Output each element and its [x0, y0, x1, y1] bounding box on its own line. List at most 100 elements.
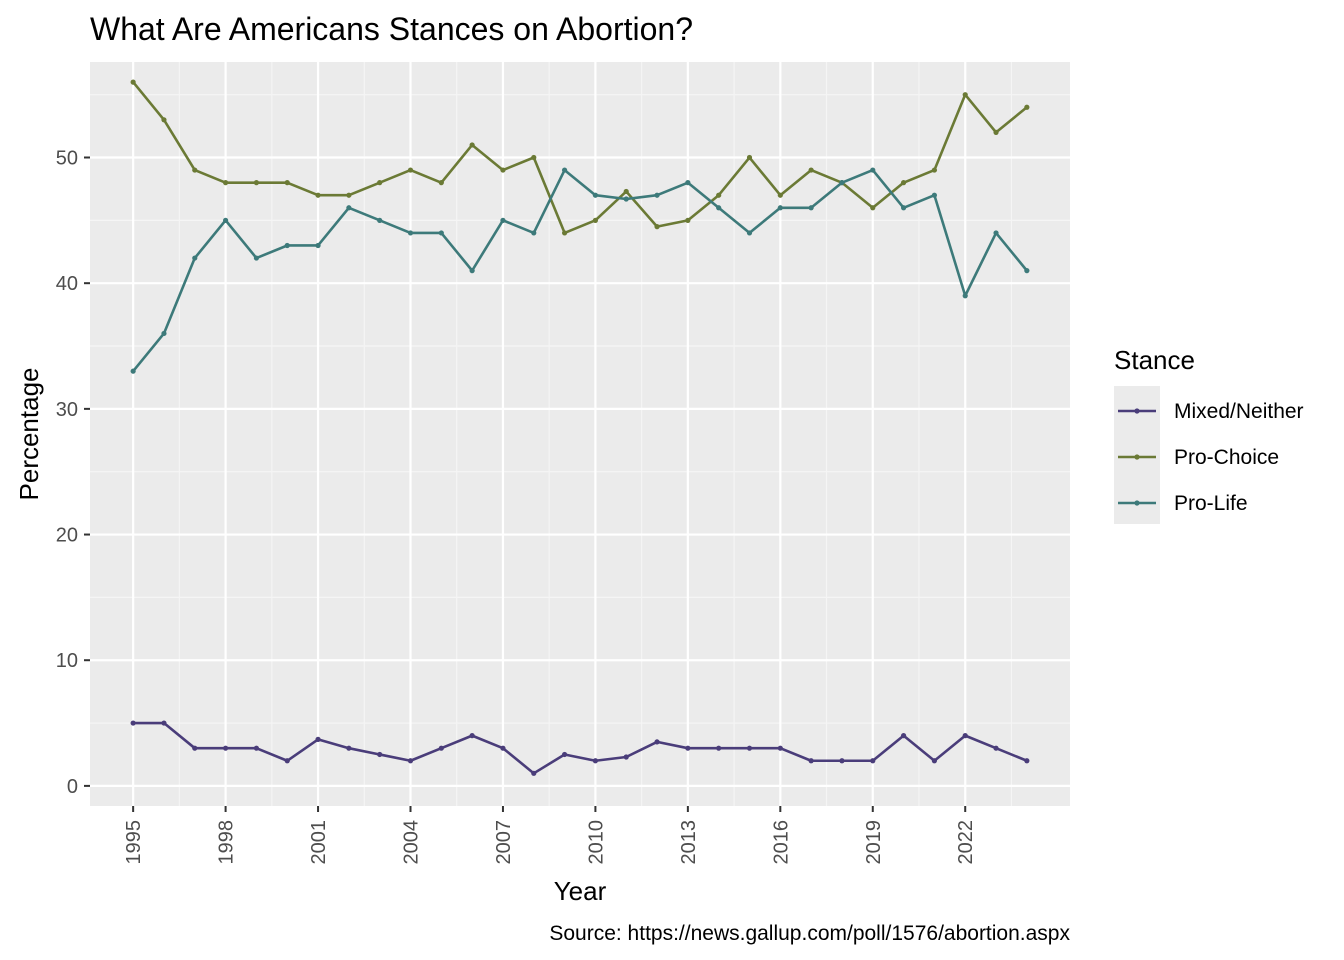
- data-point-pro-life: [253, 255, 260, 261]
- data-point-pro-life: [623, 196, 629, 202]
- data-point-mixed-neither: [500, 745, 506, 751]
- data-point-pro-choice: [284, 180, 290, 186]
- data-point-pro-life: [192, 255, 198, 261]
- data-point-pro-life: [685, 180, 691, 186]
- x-tick-label: 2013: [678, 820, 700, 865]
- data-point-pro-choice: [931, 167, 938, 173]
- data-point-mixed-neither: [1024, 758, 1030, 764]
- data-point-pro-life: [716, 205, 722, 211]
- data-point-pro-life: [500, 217, 506, 223]
- data-point-mixed-neither: [839, 758, 845, 764]
- data-point-mixed-neither: [993, 745, 999, 751]
- data-point-mixed-neither: [531, 770, 537, 776]
- data-point-mixed-neither: [931, 758, 938, 764]
- series-layer: [130, 79, 1030, 776]
- data-point-pro-life: [531, 230, 537, 236]
- data-point-pro-life: [377, 217, 383, 223]
- data-point-pro-life: [130, 368, 136, 374]
- data-point-pro-life: [315, 242, 321, 249]
- data-point-mixed-neither: [253, 745, 260, 751]
- data-point-mixed-neither: [685, 745, 691, 751]
- data-point-pro-choice: [407, 167, 414, 173]
- data-point-pro-choice: [900, 180, 907, 186]
- data-point-pro-choice: [531, 154, 537, 161]
- data-point-pro-life: [900, 205, 907, 211]
- data-point-pro-choice: [623, 188, 629, 195]
- legend-key-point-pro-life: [1134, 500, 1140, 506]
- chart-title: What Are Americans Stances on Abortion?: [90, 11, 693, 47]
- data-point-pro-life: [222, 217, 229, 223]
- data-point-pro-life: [808, 205, 814, 211]
- data-point-mixed-neither: [870, 758, 876, 764]
- x-tick-label: 2016: [770, 820, 792, 865]
- x-tick-label: 1998: [216, 820, 238, 865]
- source-caption: Source: https://news.gallup.com/poll/157…: [549, 922, 1070, 945]
- data-point-pro-choice: [469, 142, 475, 148]
- x-axis-ticks: 1995 1998 2001 2004 2007 2010 2013 2016 2019 2022: [123, 806, 977, 865]
- data-point-pro-life: [284, 242, 290, 249]
- data-point-pro-choice: [315, 192, 321, 198]
- data-point-mixed-neither: [161, 720, 167, 726]
- x-tick-label: 2001: [308, 820, 330, 865]
- data-point-mixed-neither: [346, 745, 352, 751]
- data-point-mixed-neither: [377, 751, 383, 758]
- x-tick-label: 2007: [493, 820, 515, 865]
- minor-gridlines: [90, 62, 1070, 806]
- data-point-pro-life: [346, 205, 352, 211]
- series-line-mixed-neither: [133, 721, 1028, 775]
- data-point-pro-choice: [561, 230, 568, 236]
- data-point-pro-choice: [808, 167, 814, 173]
- y-tick-label: 30: [56, 399, 78, 421]
- data-point-pro-choice: [592, 217, 599, 223]
- data-point-pro-choice: [746, 154, 753, 161]
- data-point-pro-life: [870, 167, 876, 173]
- data-point-pro-choice: [962, 92, 968, 98]
- data-point-pro-life: [931, 192, 938, 198]
- data-point-mixed-neither: [222, 745, 229, 751]
- data-point-mixed-neither: [407, 758, 414, 764]
- data-point-pro-life: [654, 192, 660, 198]
- y-axis-title: Percentage: [14, 368, 44, 501]
- data-point-pro-life: [777, 205, 783, 211]
- data-point-pro-life: [1024, 268, 1030, 274]
- data-point-mixed-neither: [438, 745, 444, 751]
- legend-key-point-pro-choice: [1134, 454, 1140, 460]
- data-point-pro-choice: [192, 167, 198, 173]
- data-point-pro-choice: [161, 117, 167, 123]
- major-gridlines: [90, 62, 1070, 806]
- data-point-pro-choice: [253, 180, 260, 186]
- series-line-pro-choice: [132, 81, 1028, 235]
- data-point-pro-choice: [500, 167, 506, 173]
- data-point-pro-choice: [1024, 104, 1030, 110]
- data-point-pro-choice: [377, 180, 383, 186]
- y-tick-label: 0: [67, 776, 78, 798]
- data-point-mixed-neither: [777, 745, 783, 751]
- data-point-mixed-neither: [654, 739, 660, 745]
- x-tick-label: 2010: [585, 820, 607, 865]
- data-point-mixed-neither: [192, 745, 198, 751]
- data-point-pro-life: [161, 330, 167, 337]
- data-point-pro-life: [839, 180, 845, 186]
- y-tick-label: 50: [56, 148, 78, 170]
- data-point-pro-choice: [222, 180, 229, 186]
- legend-label-pro-life: Pro-Life: [1174, 492, 1248, 515]
- data-point-mixed-neither: [284, 758, 290, 764]
- data-point-mixed-neither: [130, 720, 136, 726]
- data-point-pro-life: [561, 167, 568, 173]
- legend: Stance Mixed/Neither Pro-Choice Pro-Life: [1114, 345, 1304, 524]
- data-point-pro-choice: [993, 129, 999, 135]
- x-tick-label: 2022: [955, 820, 977, 865]
- data-point-pro-life: [746, 230, 753, 236]
- data-point-mixed-neither: [900, 733, 907, 739]
- plot-panel: [90, 62, 1070, 806]
- data-point-mixed-neither: [746, 745, 753, 751]
- series-line-pro-life: [132, 168, 1028, 372]
- data-point-pro-choice: [346, 192, 352, 198]
- x-axis-title: Year: [554, 876, 607, 906]
- legend-label-pro-choice: Pro-Choice: [1174, 446, 1279, 469]
- legend-title: Stance: [1114, 345, 1195, 375]
- data-point-pro-life: [962, 293, 968, 299]
- x-tick-label: 2019: [863, 820, 885, 865]
- data-point-pro-choice: [777, 192, 783, 198]
